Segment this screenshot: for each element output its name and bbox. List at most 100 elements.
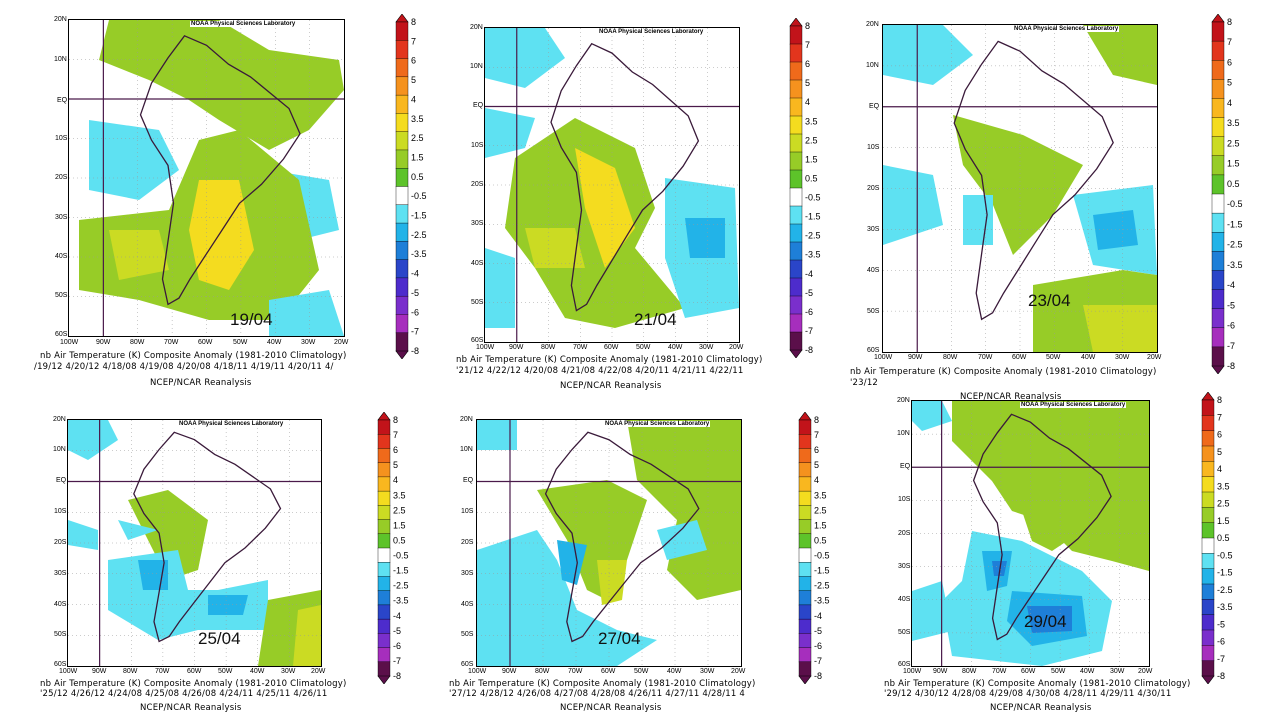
colorbar-bottom-arrow bbox=[1201, 675, 1215, 684]
lat-label: 10N bbox=[897, 430, 910, 437]
lat-label: 30S bbox=[54, 570, 67, 577]
colorbar-tick-label: 1.5 bbox=[1217, 516, 1230, 526]
colorbar-swatch bbox=[1201, 507, 1215, 524]
colorbar-tick-label: -6 bbox=[805, 307, 813, 317]
lon-label: 20W bbox=[729, 344, 744, 351]
colorbar-tick-label: 1.5 bbox=[814, 520, 827, 530]
lat-label: 10S bbox=[55, 135, 68, 142]
colorbar-swatch bbox=[1201, 491, 1215, 508]
colorbar-tick-label: 3.5 bbox=[814, 490, 827, 500]
colorbar-tick-label: -7 bbox=[1217, 654, 1225, 664]
colorbar-tick-label: 5 bbox=[411, 75, 416, 85]
colorbar-swatch bbox=[1201, 537, 1215, 554]
south-america-coastline bbox=[139, 34, 301, 306]
colorbar-swatch bbox=[1211, 174, 1225, 195]
lat-label: EQ bbox=[869, 103, 880, 110]
colorbar-tick-label: 2.5 bbox=[1217, 499, 1230, 509]
colorbar-swatch bbox=[377, 547, 391, 563]
date-label: 29/04 bbox=[1024, 612, 1067, 631]
colorbar-tick-label: 6 bbox=[805, 59, 810, 69]
colorbar-swatch bbox=[395, 40, 409, 60]
anomaly-map bbox=[882, 24, 1158, 353]
colorbar-tick-label: -5 bbox=[393, 626, 401, 636]
colorbar-tick-label: -3.5 bbox=[814, 596, 830, 606]
colorbar-tick-label: 6 bbox=[814, 445, 819, 455]
colorbar-swatch bbox=[395, 204, 409, 224]
colorbar-tick-label: 0.5 bbox=[805, 173, 818, 183]
colorbar-tick-label: 5 bbox=[814, 460, 819, 470]
colorbar-tick-label: 5 bbox=[1217, 447, 1222, 457]
colorbar-top-arrow bbox=[377, 412, 391, 421]
caption-title: nb Air Temperature (K) Composite Anomaly… bbox=[456, 355, 763, 365]
lon-label: 60W bbox=[198, 339, 213, 346]
lat-label: 20N bbox=[866, 21, 879, 28]
colorbar-swatch bbox=[395, 76, 409, 96]
colorbar-swatch bbox=[1211, 251, 1225, 271]
colorbar-swatch bbox=[1201, 522, 1215, 539]
colorbar-tick-label: -0.5 bbox=[814, 551, 830, 561]
lat-label: 60S bbox=[55, 331, 68, 338]
lat-label: 60S bbox=[471, 337, 484, 344]
lon-label: 80W bbox=[541, 344, 556, 351]
colorbar-tick-label: 7 bbox=[814, 430, 819, 440]
lon-label: 100W bbox=[476, 344, 495, 351]
lat-label: EQ bbox=[900, 463, 911, 470]
colorbar-tick-label: 4 bbox=[393, 475, 398, 485]
colorbar-tick-label: 1.5 bbox=[805, 154, 818, 164]
anomaly-map bbox=[476, 419, 742, 667]
colorbar: 8 7 6 5 4 3.5 2.5 1.5 0.5 -0.5 -1.5 -2.5 -3.5 -4 -5 -6 -… bbox=[394, 14, 434, 359]
colorbar-tick-label: -3.5 bbox=[1227, 260, 1243, 270]
colorbar-tick-label: 2.5 bbox=[814, 505, 827, 515]
colorbar: 8 7 6 5 4 3.5 2.5 1.5 0.5 -0.5 -1.5 -2.5 -3.5 -4 -5 -6 -… bbox=[1210, 14, 1254, 374]
colorbar-tick-label: -7 bbox=[1227, 341, 1235, 351]
caption-dates: '27/12 4/28/12 4/26/08 4/27/08 4/28/08 4… bbox=[449, 689, 746, 699]
colorbar-tick-label: -4 bbox=[393, 611, 401, 621]
colorbar-tick-label: 3.5 bbox=[1217, 481, 1230, 491]
colorbar-tick-label: 7 bbox=[1227, 37, 1232, 47]
colorbar-swatch bbox=[395, 149, 409, 169]
lat-label: 20S bbox=[471, 181, 484, 188]
colorbar-tick-label: -8 bbox=[805, 345, 813, 355]
colorbar-swatch bbox=[377, 419, 391, 435]
caption-dates: '23/12 bbox=[850, 378, 879, 388]
colorbar-tick-label: -8 bbox=[411, 346, 419, 356]
colorbar-swatch bbox=[395, 277, 409, 297]
colorbar-swatch bbox=[798, 547, 812, 563]
date-label: 23/04 bbox=[1028, 291, 1071, 310]
colorbar-tick-label: -7 bbox=[814, 656, 822, 666]
colorbar-tick-label: 2.5 bbox=[1227, 138, 1240, 148]
lon-label: 60W bbox=[604, 344, 619, 351]
lon-label: 20W bbox=[334, 339, 349, 346]
lat-label: 40S bbox=[54, 601, 67, 608]
colorbar-tick-label: 7 bbox=[1217, 412, 1222, 422]
lon-label: 70W bbox=[568, 668, 583, 675]
colorbar-swatch bbox=[798, 618, 812, 634]
lon-label: 70W bbox=[164, 339, 179, 346]
colorbar-tick-label: 8 bbox=[814, 415, 819, 425]
lat-label: 50S bbox=[54, 631, 67, 638]
lon-label: 40W bbox=[1081, 354, 1096, 361]
lat-label: 60S bbox=[867, 347, 880, 354]
south-america-coastline bbox=[972, 413, 1112, 641]
lat-label: 10S bbox=[898, 496, 911, 503]
colorbar-bottom-arrow bbox=[1211, 365, 1225, 374]
credit-label: NOAA Physical Sciences Laboratory bbox=[1020, 402, 1127, 408]
colorbar-swatch bbox=[798, 519, 812, 535]
colorbar-tick-label: 1.5 bbox=[393, 520, 406, 530]
colorbar-tick-label: 8 bbox=[411, 17, 416, 27]
lon-label: 70W bbox=[978, 354, 993, 361]
colorbar-swatch bbox=[789, 43, 803, 63]
caption-title: nb Air Temperature (K) Composite Anomaly… bbox=[449, 679, 756, 689]
colorbar-tick-label: 8 bbox=[1217, 395, 1222, 405]
colorbar-tick-label: -7 bbox=[805, 326, 813, 336]
colorbar-swatch bbox=[377, 618, 391, 634]
colorbar-tick-label: 3.5 bbox=[393, 490, 406, 500]
colorbar-tick-label: 4 bbox=[1217, 464, 1222, 474]
lat-label: 20S bbox=[54, 539, 67, 546]
lon-label: 90W bbox=[96, 339, 111, 346]
lat-label: 30S bbox=[898, 563, 911, 570]
colorbar-tick-label: -2.5 bbox=[411, 230, 427, 240]
colorbar-tick-label: 4 bbox=[1227, 98, 1232, 108]
colorbar-swatch bbox=[377, 476, 391, 492]
colorbar-swatch bbox=[798, 533, 812, 549]
